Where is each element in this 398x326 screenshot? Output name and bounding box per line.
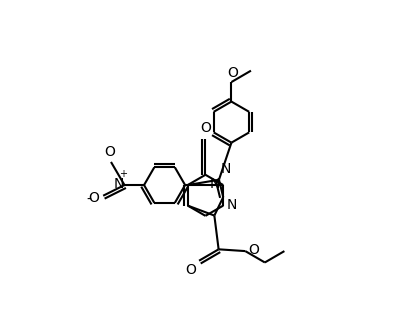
Text: O: O	[248, 244, 259, 258]
Text: N: N	[220, 162, 231, 176]
Text: N: N	[113, 177, 124, 191]
Text: O: O	[104, 145, 115, 159]
Text: O: O	[227, 66, 238, 80]
Text: +: +	[119, 169, 127, 179]
Text: O: O	[88, 191, 99, 205]
Text: O: O	[185, 263, 197, 277]
Text: N: N	[227, 199, 238, 213]
Text: O: O	[200, 121, 211, 135]
Text: -: -	[87, 193, 92, 207]
Text: N: N	[210, 177, 220, 191]
